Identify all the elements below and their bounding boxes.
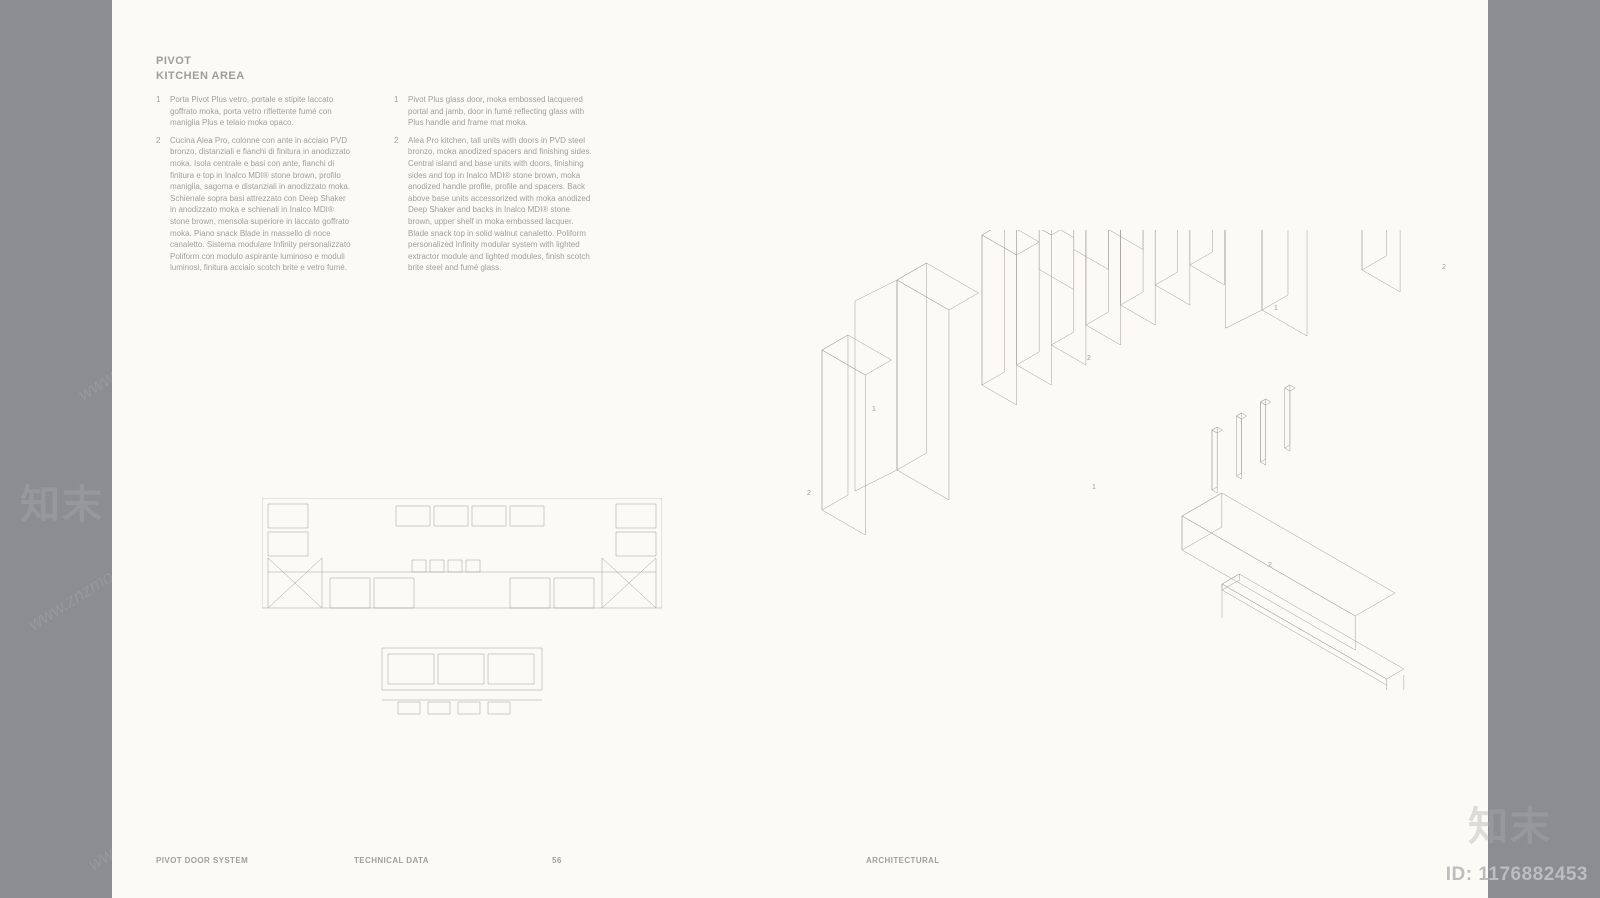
desc-item: 1Porta Pivot Plus vetro, portale e stipi… — [156, 94, 354, 129]
desc-num: 1 — [394, 94, 402, 129]
title-line-1: PIVOT — [156, 54, 245, 69]
title-line-2: KITCHEN AREA — [156, 69, 245, 84]
desc-item: 1Pivot Plus glass door, moka embossed la… — [394, 94, 592, 129]
footer-architectural: ARCHITECTURAL — [866, 856, 940, 865]
description-columns: 1Porta Pivot Plus vetro, portale e stipi… — [156, 94, 592, 280]
isometric-drawing — [802, 230, 1452, 690]
description-column-english: 1Pivot Plus glass door, moka embossed la… — [394, 94, 592, 280]
desc-text: Pivot Plus glass door, moka embossed lac… — [408, 94, 592, 129]
desc-text: Porta Pivot Plus vetro, portale e stipit… — [170, 94, 354, 129]
desc-num: 2 — [394, 135, 402, 274]
elevation-drawing — [262, 498, 662, 738]
description-column-italian: 1Porta Pivot Plus vetro, portale e stipi… — [156, 94, 354, 280]
desc-num: 2 — [156, 135, 164, 274]
watermark-brand: 知末 — [20, 472, 104, 530]
watermark-brand: 知末 — [1468, 794, 1552, 852]
viewport-bg: www.znzmo.com www.znzmo.com www.znzmo.co… — [0, 0, 1600, 898]
desc-text: Cucina Alea Pro, colonne con ante in acc… — [170, 135, 354, 274]
desc-text: Alea Pro kitchen, tall units with doors … — [408, 135, 592, 274]
catalog-spread: PIVOT KITCHEN AREA 1Porta Pivot Plus vet… — [112, 0, 1488, 898]
isometric-svg — [802, 230, 1452, 690]
title-block: PIVOT KITCHEN AREA — [156, 54, 245, 84]
footer-pagenum: 56 — [552, 856, 562, 865]
footer-system: PIVOT DOOR SYSTEM — [156, 856, 248, 865]
desc-num: 1 — [156, 94, 164, 129]
footer-techdata: TECHNICAL DATA — [354, 856, 429, 865]
desc-item: 2Cucina Alea Pro, colonne con ante in ac… — [156, 135, 354, 274]
watermark-id: ID: 1176882453 — [1446, 864, 1588, 886]
elevation-svg — [262, 498, 662, 738]
desc-item: 2Alea Pro kitchen, tall units with doors… — [394, 135, 592, 274]
footer: PIVOT DOOR SYSTEM TECHNICAL DATA 56 ARCH… — [112, 856, 1488, 870]
